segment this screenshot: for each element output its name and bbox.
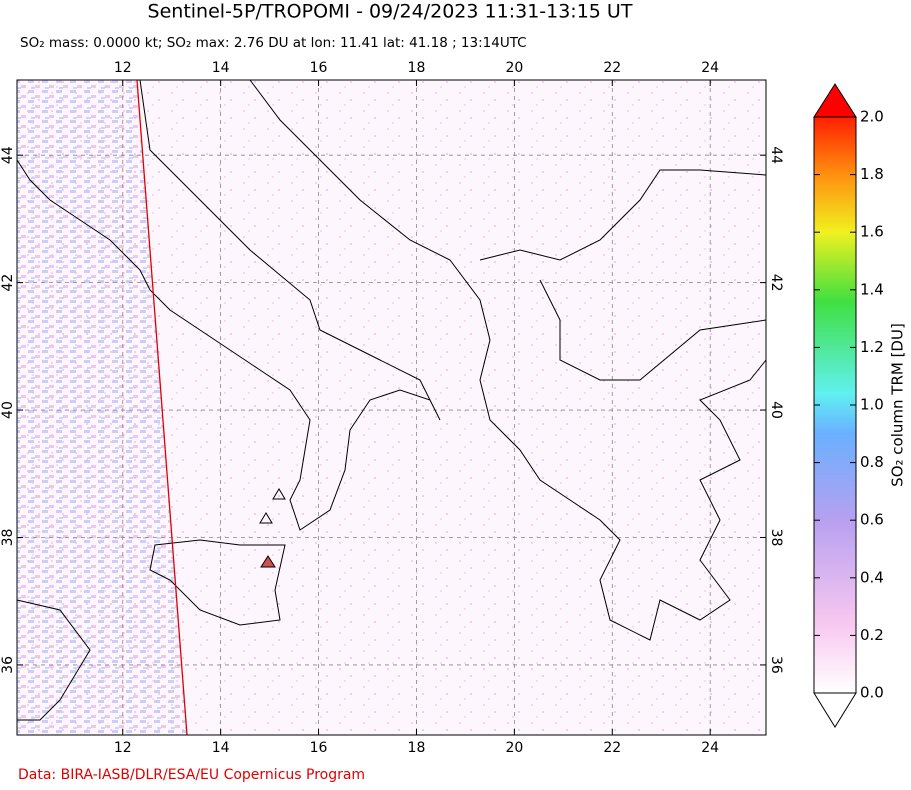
swath-edge-noise [17,80,187,735]
lon-label: 24 [701,60,719,76]
border [479,169,767,261]
lat-label: 42 [768,274,784,292]
colorbar-tick-label: 0.8 [860,453,884,471]
lon-label: 12 [114,60,132,76]
lon-label: 14 [212,740,230,756]
lon-label: 14 [212,60,230,76]
lon-label: 18 [408,60,426,76]
colorbar-tick-label: 0.4 [860,568,884,586]
lon-label: 22 [603,60,621,76]
colorbar-ramp [813,116,857,694]
lat-label: 44 [768,146,784,164]
lon-label: 16 [310,740,328,756]
lat-label: 42 [0,274,16,292]
border [539,279,767,381]
swath-edge [136,79,188,736]
lon-label: 18 [408,740,426,756]
grid [17,80,766,735]
colorbar-tick-label: 1.8 [860,165,884,183]
lon-label: 24 [701,740,719,756]
coastline [16,599,91,721]
lat-label: 38 [0,529,16,547]
subtitle: SO₂ mass: 0.0000 kt; SO₂ max: 2.76 DU at… [20,35,527,51]
credit: Data: BIRA-IASB/DLR/ESA/EU Copernicus Pr… [18,767,365,783]
map-frame [16,79,767,736]
colorbar-extend-high [813,83,857,118]
coastline [16,79,441,531]
colorbar-tick-label: 2.0 [860,108,884,126]
colorbar-tick-label: 1.4 [860,280,884,298]
colorbar-label: SO₂ column TRM [DU] [889,323,907,487]
colorbar-tick-label: 1.6 [860,223,884,241]
colorbar-tick-label: 0.6 [860,511,884,529]
volcano [260,555,276,568]
colorbar: SO₂ column TRM [DU] 0.0 0.2 0.4 0.6 0.8 1.0 1.… [813,83,907,728]
lat-label: 38 [768,529,784,547]
volcano [272,488,286,500]
colorbar-tick-label: 0.0 [860,684,884,702]
colorbar-tick-label: 0.2 [860,626,884,644]
map [16,79,767,736]
lon-label: 12 [114,740,132,756]
lat-label: 44 [0,146,16,164]
colorbar-extend-low [813,692,857,728]
lat-label: 40 [0,401,16,419]
lon-label: 16 [310,60,328,76]
colorbar-tick-label: 1.2 [860,338,884,356]
lon-label: 22 [603,740,621,756]
lon-label: 20 [505,60,523,76]
lat-label: 36 [0,656,16,674]
lat-label: 40 [768,401,784,419]
volcano [259,512,273,524]
title: Sentinel-5P/TROPOMI - 09/24/2023 11:31-1… [148,1,633,23]
coastline [249,79,767,641]
coastline [149,539,286,626]
lat-label: 36 [768,656,784,674]
colorbar-tick-label: 1.0 [860,396,884,414]
lon-label: 20 [505,740,523,756]
